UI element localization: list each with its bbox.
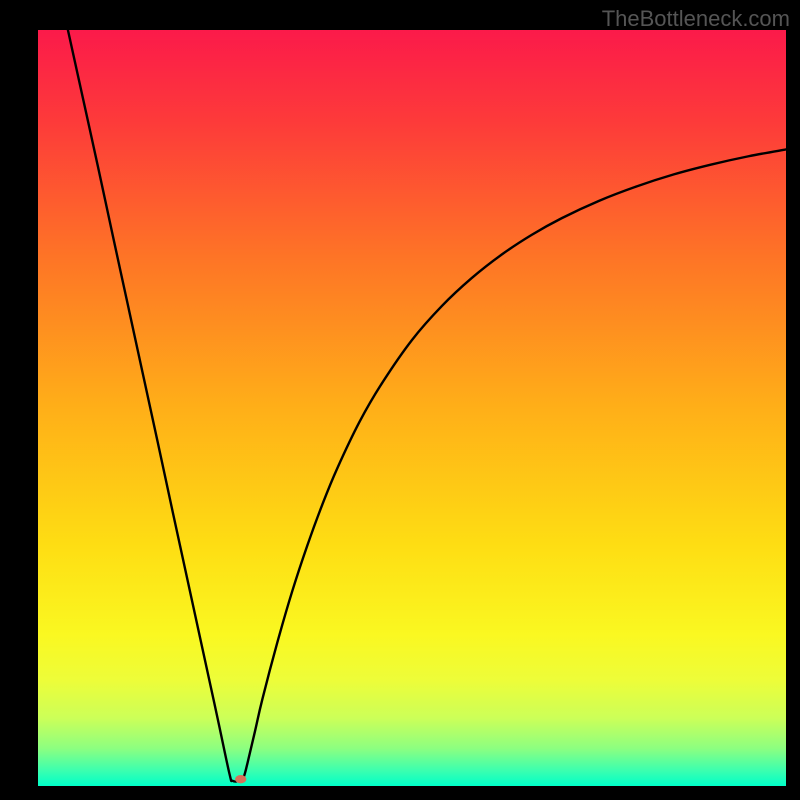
bottleneck-curve [68, 30, 786, 781]
curve-layer [38, 30, 786, 786]
optimum-marker [235, 775, 246, 783]
plot-area [38, 30, 786, 786]
chart-frame: TheBottleneck.com [0, 0, 800, 800]
watermark-text: TheBottleneck.com [602, 6, 790, 32]
